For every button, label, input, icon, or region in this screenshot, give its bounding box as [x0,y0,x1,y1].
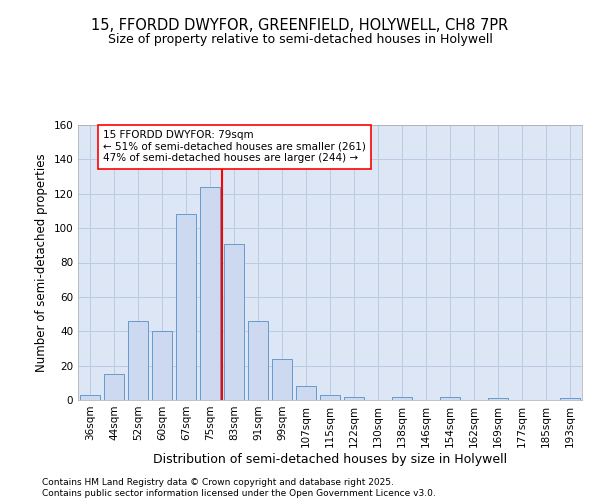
Bar [80,395,100,400]
Bar [248,321,268,400]
Bar [104,374,124,400]
Bar [200,187,220,400]
Bar [440,396,460,400]
X-axis label: Distribution of semi-detached houses by size in Holywell: Distribution of semi-detached houses by … [153,452,507,466]
Text: Contains HM Land Registry data © Crown copyright and database right 2025.
Contai: Contains HM Land Registry data © Crown c… [42,478,436,498]
Bar [344,396,364,400]
Bar [320,395,340,400]
Bar [488,398,508,400]
Text: 15, FFORDD DWYFOR, GREENFIELD, HOLYWELL, CH8 7PR: 15, FFORDD DWYFOR, GREENFIELD, HOLYWELL,… [91,18,509,32]
Bar [152,331,172,400]
Y-axis label: Number of semi-detached properties: Number of semi-detached properties [35,153,48,372]
Bar [128,321,148,400]
Bar [560,398,580,400]
Bar [224,244,244,400]
Text: Size of property relative to semi-detached houses in Holywell: Size of property relative to semi-detach… [107,32,493,46]
Bar [272,359,292,400]
Bar [176,214,196,400]
Bar [392,396,412,400]
Bar [296,386,316,400]
Text: 15 FFORDD DWYFOR: 79sqm
← 51% of semi-detached houses are smaller (261)
47% of s: 15 FFORDD DWYFOR: 79sqm ← 51% of semi-de… [103,130,366,164]
